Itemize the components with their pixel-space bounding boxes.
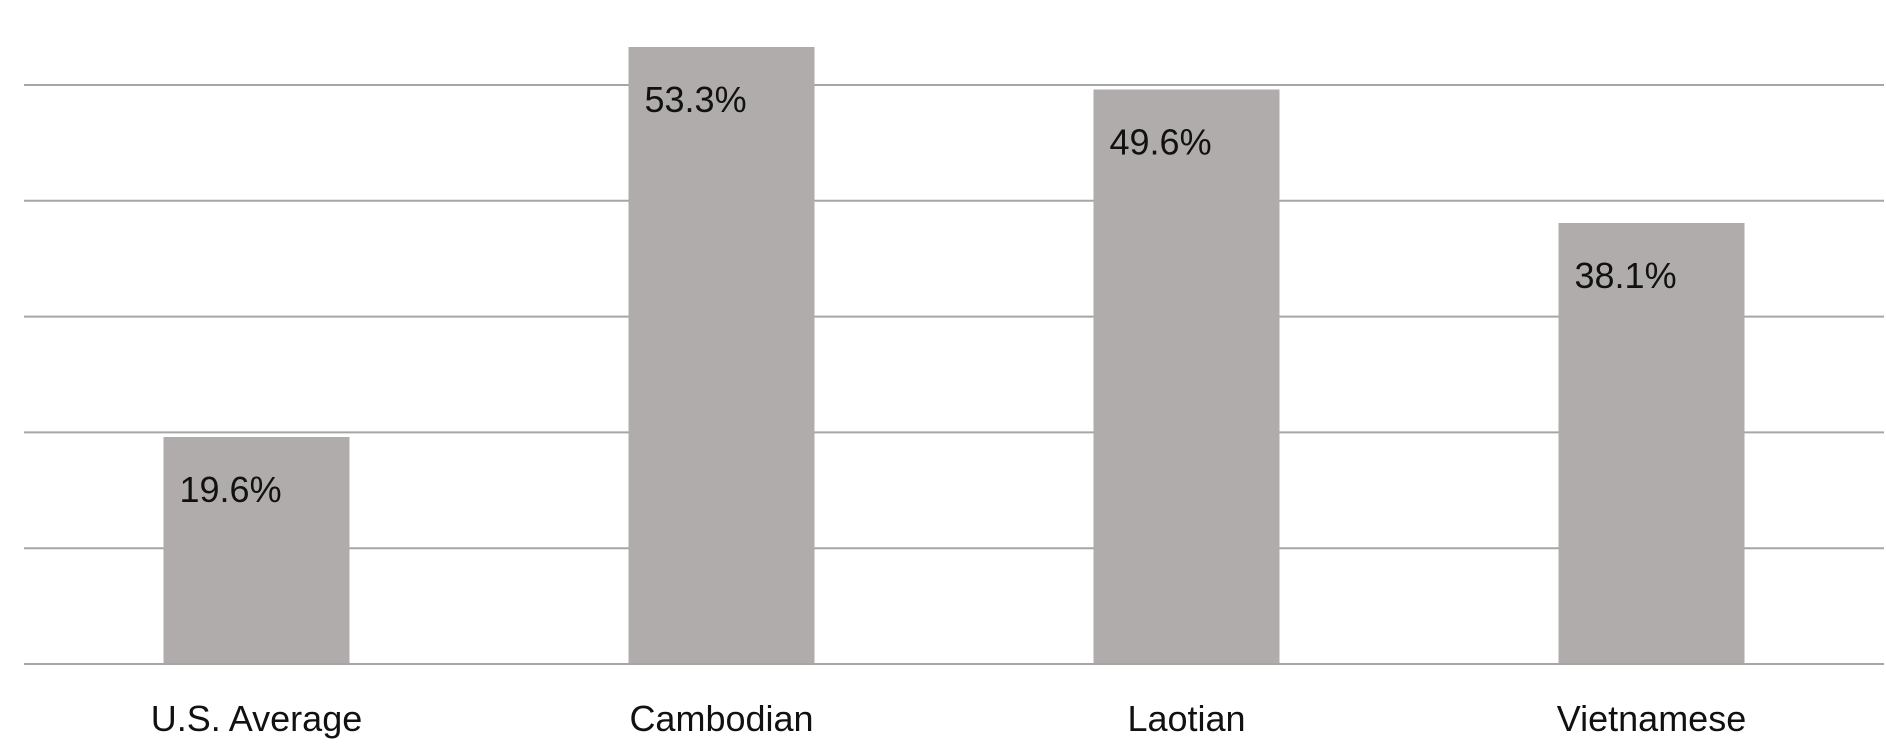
x-tick-label: U.S. Average <box>151 698 362 739</box>
data-label: 38.1% <box>1575 255 1677 296</box>
bar <box>1093 89 1280 664</box>
bar <box>628 46 815 664</box>
bar <box>1558 222 1745 664</box>
x-tick-label: Cambodian <box>629 698 813 739</box>
bar <box>163 437 350 664</box>
data-label: 49.6% <box>1110 122 1212 163</box>
data-label: 53.3% <box>645 79 747 120</box>
x-tick-label: Laotian <box>1127 698 1245 739</box>
x-tick-labels: U.S. Average Cambodian Laotian Vietnamese <box>151 698 1746 739</box>
x-tick-label: Vietnamese <box>1557 698 1746 739</box>
data-labels: 19.6% 53.3% 49.6% 38.1% <box>180 79 1677 510</box>
bars <box>163 46 1745 664</box>
data-label: 19.6% <box>180 469 282 510</box>
